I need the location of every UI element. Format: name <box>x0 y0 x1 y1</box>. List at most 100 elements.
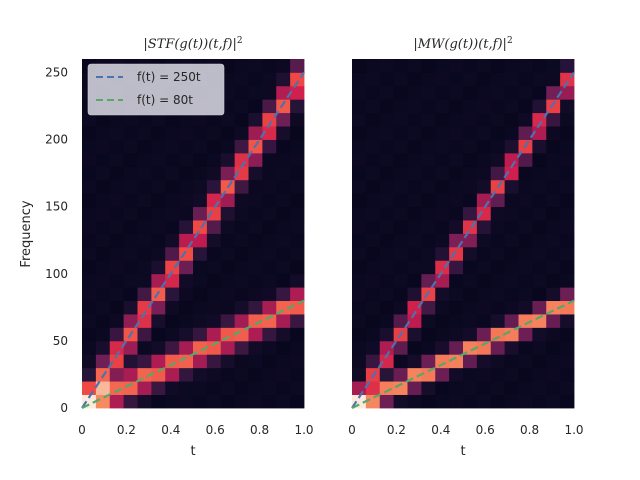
mw-heatmap-cell <box>407 233 422 248</box>
stft-heatmap-cell <box>290 152 305 167</box>
mw-heatmap-cell <box>463 260 478 275</box>
stft-heatmap-cell <box>165 394 180 409</box>
mw-heatmap-cell <box>560 220 575 234</box>
stft-heatmap-cell <box>151 179 166 194</box>
stft-heatmap-cell <box>290 99 305 114</box>
mw-heatmap-cell <box>435 179 450 194</box>
mw-heatmap-cell <box>435 112 450 127</box>
mw-heatmap-cell <box>532 327 547 342</box>
stft-heatmap-cell <box>206 354 222 369</box>
mw-heatmap-cell <box>407 179 422 194</box>
mw-heatmap-cell <box>560 381 575 395</box>
mw-heatmap-cell <box>518 179 533 194</box>
mw-heatmap-cell <box>504 260 519 275</box>
mw-heatmap-cell <box>379 85 395 100</box>
stft-heatmap-cell <box>109 126 125 140</box>
stft-heatmap-cell <box>137 166 152 181</box>
mw-heatmap-cell <box>518 206 533 221</box>
mw-heatmap-cell <box>463 126 478 140</box>
mw-heatmap-cell <box>421 152 436 167</box>
mw-x-tick-label: 0.6 <box>476 423 495 437</box>
stft-heatmap-cell <box>220 300 236 315</box>
mw-heatmap-cell <box>532 273 547 288</box>
mw-heatmap-cell <box>546 99 561 114</box>
mw-heatmap-cell <box>379 246 395 261</box>
mw-heatmap-cell <box>449 394 464 409</box>
mw-heatmap-cell <box>421 381 436 395</box>
mw-heatmap-cell <box>532 85 547 100</box>
mw-heatmap-cell <box>463 233 478 248</box>
mw-heatmap-cell <box>490 300 506 315</box>
mw-heatmap-cell <box>532 59 547 73</box>
stft-heatmap-cell <box>123 340 138 355</box>
stft-heatmap-cell <box>248 72 263 87</box>
mw-heatmap-cell <box>504 220 519 234</box>
mw-heatmap-cell <box>518 260 533 275</box>
stft-y-tick-label: 250 <box>45 65 68 79</box>
stft-heatmap-cell <box>165 139 180 154</box>
mw-heatmap-cell <box>490 112 506 127</box>
mw-heatmap-cell <box>463 193 478 208</box>
mw-heatmap-cell <box>365 179 381 194</box>
stft-heatmap-cell <box>151 139 166 154</box>
stft-heatmap-cell <box>234 381 249 395</box>
mw-heatmap-cell <box>379 287 395 302</box>
stft-heatmap-cell <box>276 59 291 73</box>
mw-panel-title: |MW(g(t))(t,f)|2 <box>413 36 512 52</box>
stft-heatmap-cell <box>206 112 222 127</box>
mw-heatmap-cell <box>407 126 422 140</box>
mw-heatmap-cell <box>379 126 395 140</box>
mw-heatmap-cell <box>560 152 575 167</box>
mw-heatmap-cell <box>504 354 519 369</box>
mw-heatmap-cell <box>532 260 547 275</box>
stft-heatmap-cell <box>248 340 263 355</box>
stft-heatmap-cell <box>206 166 222 181</box>
stft-heatmap-cell <box>123 273 138 288</box>
stft-heatmap-cell <box>82 394 97 409</box>
stft-heatmap-cell <box>220 85 236 100</box>
mw-reference-lines <box>351 71 575 409</box>
stft-heatmap-cell <box>290 220 305 234</box>
mw-heatmap-cell <box>476 139 492 154</box>
stft-heatmap-cell <box>206 206 222 221</box>
mw-heatmap-cell <box>546 193 561 208</box>
mw-heatmap-cell <box>449 139 464 154</box>
stft-heatmap-cell <box>95 314 111 328</box>
stft-heatmap-cell <box>220 139 236 154</box>
stft-heatmap-cell <box>179 206 194 221</box>
stft-heatmap-cell <box>137 233 152 248</box>
stft-heatmap-cell <box>276 139 291 154</box>
stft-heatmap-cell <box>179 260 194 275</box>
mw-heatmap-cell <box>435 354 450 369</box>
stft-heatmap-cell <box>165 314 180 328</box>
mw-heatmap-cell <box>393 340 408 355</box>
mw-heatmap-cell <box>532 394 547 409</box>
mw-heatmap-cell <box>407 72 422 87</box>
stft-heatmap-cell <box>165 152 180 167</box>
mw-heatmap-cell <box>532 246 547 261</box>
mw-heatmap-cell <box>365 233 381 248</box>
stft-heatmap-cell <box>109 354 125 369</box>
stft-heatmap-cell <box>82 166 97 181</box>
mw-heatmap-cell <box>532 287 547 302</box>
mw-heatmap-cell <box>407 300 422 315</box>
mw-heatmap-cell <box>560 85 575 100</box>
mw-heatmap-cell <box>365 152 381 167</box>
stft-heatmap-cell <box>234 367 249 382</box>
stft-heatmap-cell <box>290 287 305 302</box>
stft-heatmap-cell <box>151 327 166 342</box>
stft-heatmap-cell <box>82 220 97 234</box>
mw-heatmap-cell <box>421 367 436 382</box>
stft-heatmap-cell <box>82 139 97 154</box>
stft-heatmap-cell <box>248 354 263 369</box>
stft-heatmap-cell <box>290 340 305 355</box>
stft-heatmap-cell <box>220 152 236 167</box>
mw-heatmap-cell <box>435 206 450 221</box>
stft-heatmap-cell <box>206 300 222 315</box>
stft-heatmap-cell <box>290 166 305 181</box>
mw-heatmap-cell <box>352 340 367 355</box>
mw-heatmap-cell <box>421 327 436 342</box>
mw-heatmap-cell <box>435 287 450 302</box>
stft-heatmap-cell <box>262 220 277 234</box>
mw-heatmap-cell <box>407 193 422 208</box>
